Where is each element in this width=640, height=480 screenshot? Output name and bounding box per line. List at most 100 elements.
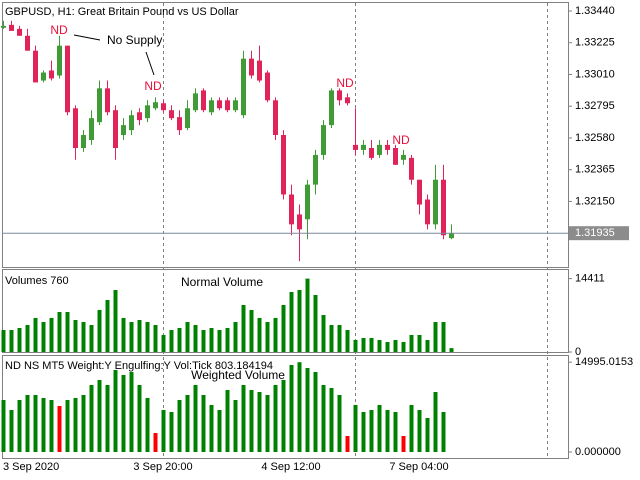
volume-bar: [185, 322, 190, 352]
volume-bar: [393, 411, 398, 452]
volume-bar: [241, 384, 246, 452]
candle-body: [217, 100, 222, 109]
volume-bar: [89, 384, 94, 452]
volume-bar: [145, 322, 150, 352]
volume-bar: [249, 390, 254, 452]
volume-bar: [265, 322, 270, 352]
volume-bar: [257, 391, 262, 452]
volume-bar: [425, 339, 430, 352]
volume-bar: [201, 394, 206, 452]
candle-body: [417, 179, 422, 205]
volume-bar: [225, 328, 230, 352]
volume-bar: [281, 304, 286, 352]
candle-body: [177, 117, 182, 131]
annotation-arrow: [73, 34, 101, 41]
volume-bar: [305, 278, 310, 352]
volume-bar: [57, 312, 62, 352]
volume-bar: [9, 329, 14, 352]
candle-body: [201, 90, 206, 111]
candle-body: [425, 199, 430, 225]
volume-bar: [209, 328, 214, 352]
volume-bar: [129, 322, 134, 352]
volume-bar: [193, 325, 198, 352]
candle-body: [17, 28, 22, 36]
annotation: ND: [392, 133, 410, 147]
volume-bar: [177, 400, 182, 452]
candle-body: [57, 45, 62, 76]
candle-body: [353, 144, 358, 150]
y-tick-label: 1.33440: [575, 5, 615, 17]
y-tick-label: 14411: [575, 273, 605, 285]
volume-bar: [313, 295, 318, 352]
volume-bar: [393, 339, 398, 352]
volume-bar: [145, 397, 150, 452]
volume-bar: [1, 329, 6, 352]
volume-bar: [185, 394, 190, 452]
volume-bar: [345, 436, 350, 452]
volume-bar: [17, 328, 22, 352]
candle-body: [241, 58, 246, 116]
volume-bar: [297, 362, 302, 452]
candle-body: [121, 125, 126, 135]
annotation: ND: [50, 23, 68, 37]
candle-body: [97, 88, 102, 123]
candle-body: [33, 50, 38, 83]
candle-body: [433, 179, 438, 225]
candle-body: [129, 115, 134, 131]
volume-bar: [257, 317, 262, 352]
candle-body: [41, 72, 46, 81]
candle-body: [297, 214, 302, 230]
candle-body: [265, 72, 270, 101]
volume-bar: [401, 436, 406, 452]
candle-body: [401, 154, 406, 160]
volume-bar: [169, 411, 174, 452]
candle-body: [361, 144, 366, 150]
volume-bar: [105, 299, 110, 352]
volume-bar: [385, 410, 390, 452]
x-tick-label: 3 Sep 2020: [3, 461, 59, 473]
volume-bar: [105, 384, 110, 452]
y-tick-label: 1.32795: [575, 100, 615, 112]
volume-bar: [81, 394, 86, 452]
candle-body: [305, 184, 310, 220]
candle-body: [257, 60, 262, 81]
volume-bar: [249, 309, 254, 352]
volume-bar: [217, 410, 222, 452]
volume-bar: [89, 325, 94, 352]
candle-body: [161, 103, 166, 111]
volume-bar: [49, 400, 54, 452]
candle-body: [369, 147, 374, 158]
volume-bar: [417, 410, 422, 452]
candle-body: [169, 110, 174, 119]
candle-body: [409, 157, 414, 180]
candle-body: [345, 97, 350, 104]
candle-body: [281, 135, 286, 195]
volume-bar: [441, 322, 446, 352]
volume-bar: [73, 320, 78, 352]
volume-bar: [321, 384, 326, 452]
candle-body: [65, 45, 70, 113]
volume-bar: [153, 325, 158, 352]
volume-bar: [41, 397, 46, 452]
volume-bar: [65, 312, 70, 352]
candle-body: [113, 110, 118, 148]
candle-body: [393, 147, 398, 165]
volume-bar: [177, 328, 182, 352]
candle-body: [145, 105, 150, 119]
volume-bar: [313, 371, 318, 452]
volume-bar: [409, 334, 414, 352]
x-tick-label: 4 Sep 12:00: [261, 461, 320, 473]
candle-body: [105, 88, 110, 113]
candle-body: [25, 35, 30, 51]
candle-body: [377, 144, 382, 155]
volume-bar: [137, 384, 142, 452]
volume-bar: [25, 394, 30, 452]
volume-bar: [129, 371, 134, 452]
candle-body: [289, 194, 294, 225]
volume-bar: [233, 400, 238, 452]
volume-bar: [369, 337, 374, 352]
candle-body: [185, 108, 190, 129]
volume-bar: [417, 334, 422, 352]
volume-bar: [113, 290, 118, 352]
candle-body: [73, 108, 78, 148]
